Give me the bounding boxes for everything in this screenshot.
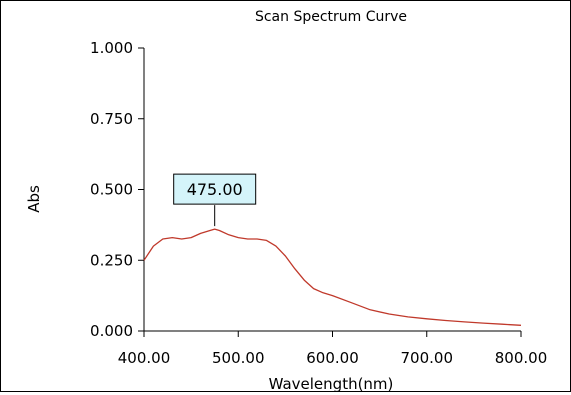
peak-label-box [173,173,257,205]
x-tick-label: 500.00 [212,349,265,367]
y-tick-label: 0.250 [90,251,133,269]
x-axis-title: Wavelength(nm) [269,375,394,391]
y-tick-label: 0.000 [90,322,133,340]
chart-title: Scan Spectrum Curve [255,9,407,25]
axes: 0.000 0.250 0.500 0.750 1.000 400.00 500.00 600… [90,39,547,367]
x-tick-label: 400.00 [118,349,171,367]
peak-annotation: 475.00 [173,173,257,227]
peak-label: 475.00 [187,180,243,199]
x-tick-label: 800.00 [495,349,548,367]
y-tick-label: 0.500 [90,181,133,199]
plot-area [143,228,522,326]
y-tick-label: 0.750 [90,110,133,128]
x-tick-label: 700.00 [401,349,454,367]
spectrum-line [143,228,522,326]
x-tick-label: 600.00 [306,349,359,367]
y-tick-label: 1.000 [90,39,133,57]
y-axis-title: Abs [25,185,43,213]
